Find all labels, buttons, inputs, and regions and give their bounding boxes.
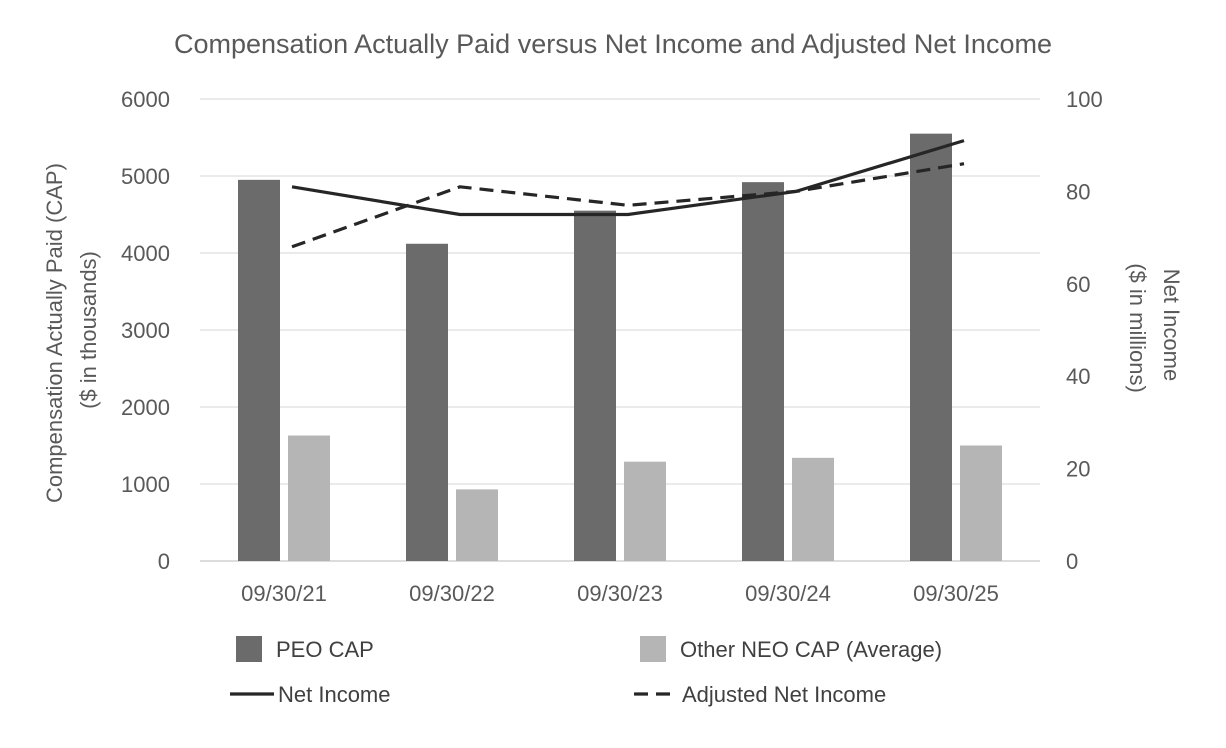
bar-other-neo-cap-average <box>624 461 666 561</box>
legend-label-adjusted-net-income: Adjusted Net Income <box>682 682 886 707</box>
bar-other-neo-cap-average <box>960 445 1002 561</box>
series-lines <box>291 139 965 249</box>
left-axis-title: Compensation Actually Paid (CAP) ($ in t… <box>42 157 101 503</box>
legend-swatch-other-neo-cap-average <box>640 636 666 662</box>
x-axis-ticks: 09/30/21 09/30/22 09/30/23 09/30/24 09/30/25 <box>241 581 999 606</box>
bar-other-neo-cap-average <box>792 457 834 561</box>
right-axis-title-line-1: Net Income <box>1159 269 1184 382</box>
left-tick-label: 1000 <box>121 472 170 497</box>
bar-peo-cap <box>910 133 952 561</box>
legend-swatch-peo-cap <box>236 636 262 662</box>
legend: PEO CAP Other NEO CAP (Average) Net Income… <box>230 636 942 707</box>
right-tick-label: 60 <box>1066 272 1090 297</box>
bar-peo-cap <box>574 210 616 561</box>
right-tick-label: 80 <box>1066 179 1090 204</box>
legend-label-other-neo-cap-average: Other NEO CAP (Average) <box>680 637 942 662</box>
line-net-income <box>291 139 965 217</box>
left-tick-label: 5000 <box>121 164 170 189</box>
gridlines <box>200 98 1040 562</box>
bar-peo-cap <box>742 182 784 561</box>
x-tick-label: 09/30/24 <box>745 581 831 606</box>
left-axis-ticks: 0 1000 2000 3000 4000 5000 6000 <box>121 87 170 574</box>
right-tick-label: 20 <box>1066 457 1090 482</box>
line-adjusted-net-income <box>291 162 965 249</box>
left-tick-label: 3000 <box>121 318 170 343</box>
left-tick-label: 6000 <box>121 87 170 112</box>
right-tick-label: 100 <box>1066 87 1103 112</box>
right-axis-title: Net Income ($ in millions) <box>1125 263 1184 393</box>
bar-peo-cap <box>406 243 448 561</box>
x-tick-label: 09/30/23 <box>577 581 663 606</box>
x-tick-label: 09/30/25 <box>913 581 999 606</box>
legend-label-net-income: Net Income <box>278 682 391 707</box>
left-axis-title-line-1: Compensation Actually Paid (CAP) <box>42 163 67 503</box>
right-tick-label: 40 <box>1066 364 1090 389</box>
left-tick-label: 4000 <box>121 241 170 266</box>
chart-title: Compensation Actually Paid versus Net In… <box>174 29 1052 59</box>
left-tick-label: 0 <box>158 549 170 574</box>
bar-other-neo-cap-average <box>288 435 330 561</box>
x-tick-label: 09/30/21 <box>241 581 327 606</box>
right-axis-title-line-2: ($ in millions) <box>1125 263 1150 393</box>
left-axis-title-line-2: ($ in thousands) <box>76 251 101 409</box>
right-tick-label: 0 <box>1066 549 1078 574</box>
x-tick-label: 09/30/22 <box>409 581 495 606</box>
right-axis-ticks: 0 20 40 60 80 100 <box>1066 87 1103 574</box>
bars <box>238 133 1002 561</box>
bar-other-neo-cap-average <box>456 489 498 561</box>
legend-label-peo-cap: PEO CAP <box>276 637 374 662</box>
bar-peo-cap <box>238 179 280 561</box>
left-tick-label: 2000 <box>121 395 170 420</box>
